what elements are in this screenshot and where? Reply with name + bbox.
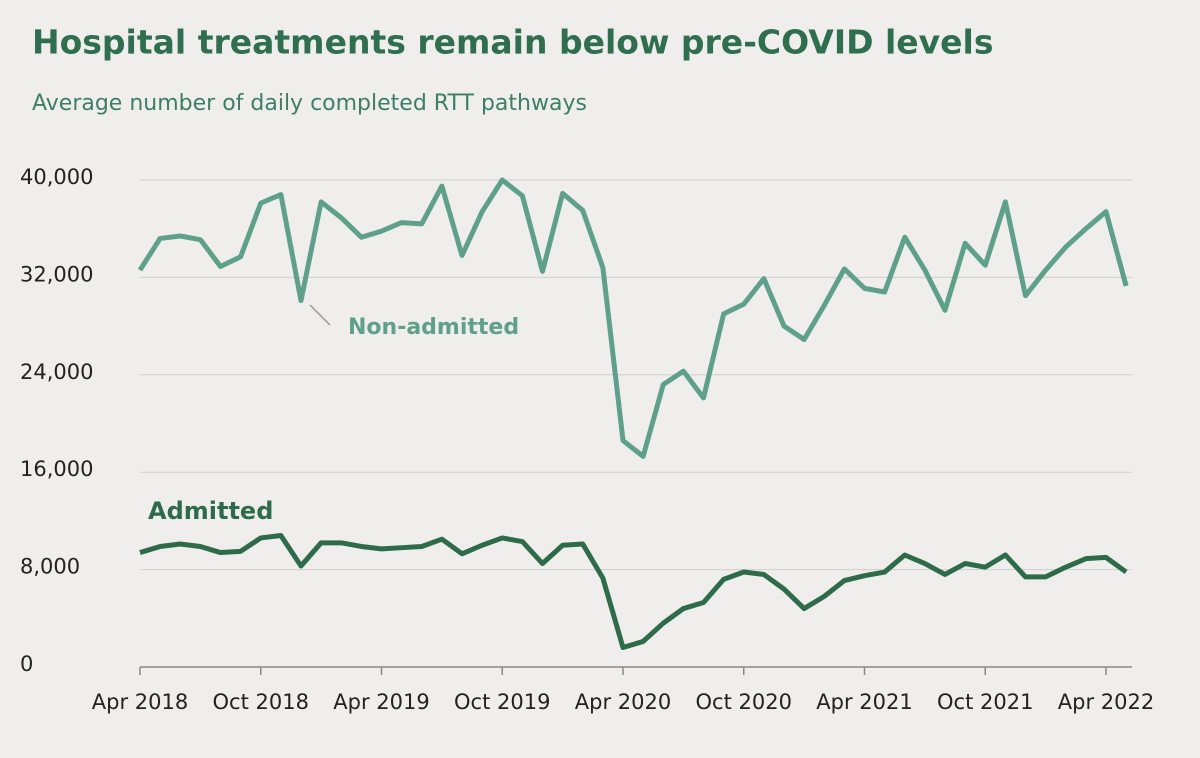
x-tick-label: Oct 2020 xyxy=(696,690,792,714)
x-tick-label: Apr 2018 xyxy=(92,690,188,714)
series-label: Non-admitted xyxy=(348,315,519,340)
y-tick-label: 16,000 xyxy=(20,457,93,481)
series-line xyxy=(139,533,1128,651)
y-tick-label: 0 xyxy=(20,652,33,676)
chart-subtitle: Average number of daily completed RTT pa… xyxy=(32,91,587,116)
x-tick-label: Apr 2019 xyxy=(333,690,429,714)
y-tick-label: 40,000 xyxy=(20,165,93,189)
y-tick-label: 24,000 xyxy=(20,360,93,384)
series-label: Admitted xyxy=(148,497,273,525)
series-line xyxy=(137,177,1129,459)
chart-title: Hospital treatments remain below pre-COV… xyxy=(32,23,994,62)
leader-line xyxy=(309,304,331,326)
x-tick-label: Apr 2022 xyxy=(1058,690,1154,714)
y-tick-label: 8,000 xyxy=(20,555,80,579)
x-tick-label: Apr 2020 xyxy=(575,690,671,714)
x-tick-label: Oct 2019 xyxy=(454,690,550,714)
x-tick-label: Oct 2018 xyxy=(213,690,309,714)
x-tick-label: Oct 2021 xyxy=(937,690,1033,714)
y-tick-label: 32,000 xyxy=(20,262,93,286)
x-tick-label: Apr 2021 xyxy=(816,690,912,714)
